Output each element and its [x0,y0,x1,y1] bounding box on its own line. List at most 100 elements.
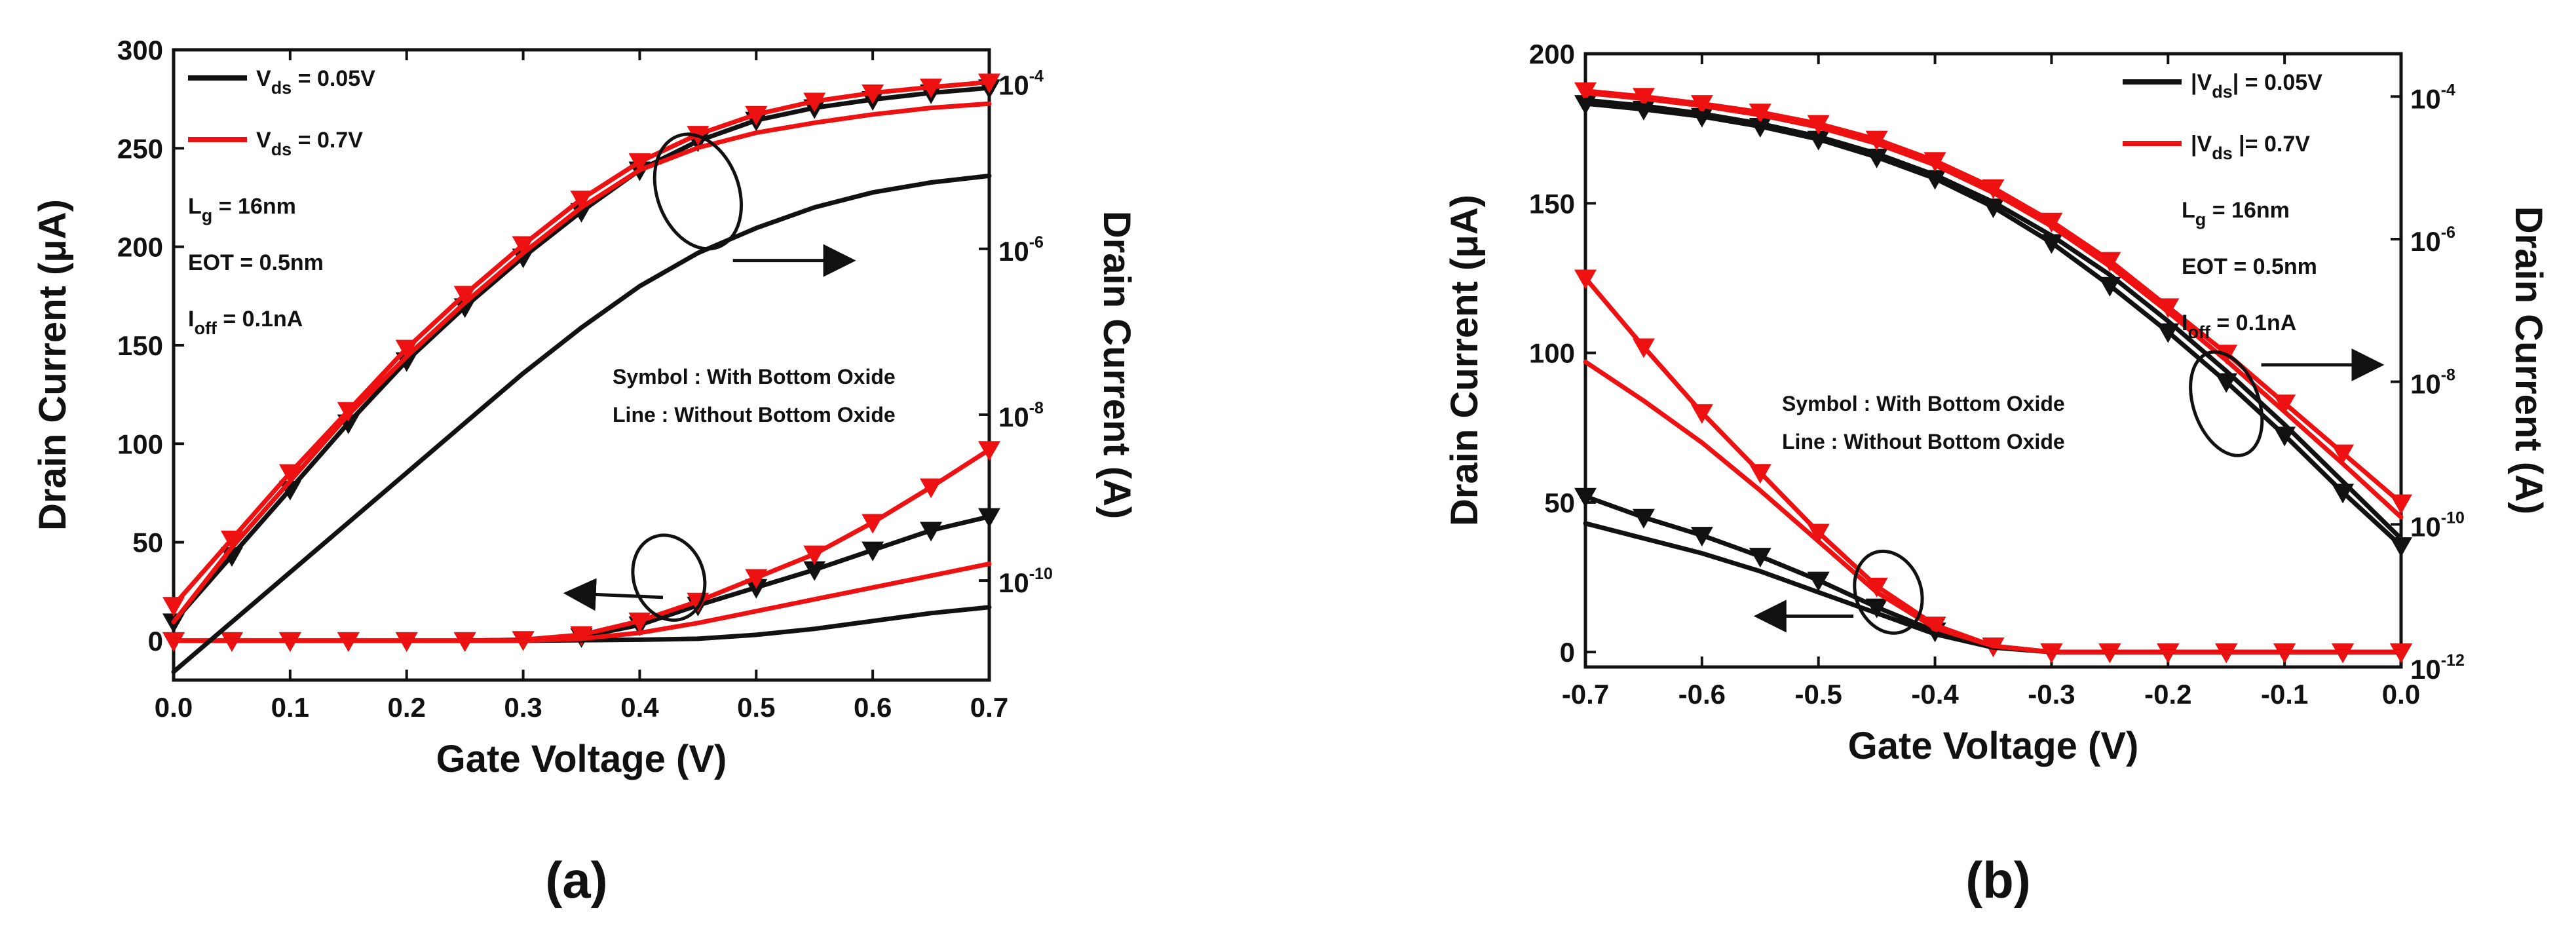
y-tick-label-left: 0 [148,626,163,657]
series-line [171,173,992,674]
legend-entry: |Vds| = 0.05V [2191,70,2322,102]
x-tick-label: 0.1 [271,692,309,723]
param-sub: g [2195,210,2207,229]
series-marker [570,626,593,646]
x-tick-label: -0.2 [2144,679,2191,710]
series-marker [2332,444,2355,465]
series-marker [1574,487,1597,508]
x-tick-label: -0.3 [2028,679,2075,710]
y-tick-label-right: 10-4 [2410,81,2455,114]
x-axis-title: Gate Voltage (V) [1848,725,2139,767]
tick-base: 10 [998,70,1029,101]
param-pre: EOT = 0.5nm [2182,254,2317,279]
param-sub: g [202,206,213,225]
x-tick-label: -0.5 [1795,679,1842,710]
x-tick-label: 0.7 [970,692,1008,723]
param-pre: EOT = 0.5nm [188,250,324,275]
series-marker [862,541,884,562]
series-marker [1749,548,1771,568]
series-marker [570,190,593,210]
x-tick-label: 0.2 [388,692,426,723]
param-post: = 0.1nA [2210,311,2296,335]
series-marker [1923,152,1946,172]
param-text: EOT = 0.5nm [2182,254,2317,279]
param-text: Ioff = 0.1nA [188,307,303,338]
x-tick-label: -0.7 [1562,679,1609,710]
series-line [171,562,992,643]
series-marker [978,508,1000,528]
series-marker [570,202,593,223]
y-tick-label-left: 50 [132,527,163,558]
param-sub: off [194,318,217,338]
y-tick-label-left: 150 [117,330,163,361]
y-tick-label-left: 300 [117,35,163,66]
tick-base: 10 [998,236,1029,267]
series-marker [1632,508,1655,529]
series-marker [453,286,476,306]
series-marker [220,530,243,550]
series-marker [1865,577,1888,598]
x-tick-label: 0.0 [2382,679,2420,710]
series-marker [1807,524,1830,544]
tick-exponent: -6 [2441,223,2455,242]
legend-post: |= 0.7V [2233,132,2311,157]
series-marker [1632,338,1655,358]
y-tick-label-right: 10-4 [998,67,1044,101]
series-marker [978,73,1000,94]
series-marker [1807,571,1830,592]
series-marker [1865,130,1888,151]
tick-base: 10 [2410,369,2441,400]
legend-pre: |V [2191,132,2212,157]
tick-exponent: -10 [2441,508,2465,527]
legend-entry: Vds = 0.7V [256,128,363,159]
series-marker [920,78,943,98]
tick-exponent: -6 [1029,233,1044,252]
y-tick-label-left: 250 [117,133,163,164]
x-axis-title: Gate Voltage (V) [436,738,727,780]
series-marker [1690,404,1713,424]
plot-frame [172,48,991,682]
series-marker [1982,179,2005,199]
tick-exponent: -4 [1029,67,1044,86]
series-marker [395,339,418,360]
series-marker [978,441,1000,461]
param-post: = 16nm [212,194,296,219]
y-axis-title-left: Drain Current (μA) [31,199,74,531]
series-marker [278,464,301,484]
annotation-ellipse [2189,350,2264,457]
series-marker [453,298,476,318]
tick-base: 10 [2410,226,2441,257]
y-tick-label-right: 10-12 [2410,651,2465,685]
series-marker [1749,464,1771,484]
x-tick-label: 0.0 [155,692,193,723]
annotation-ellipse [653,132,743,251]
param-text: Lg = 16nm [2182,198,2290,229]
series-marker [1865,598,1888,619]
series-marker [745,105,768,126]
x-tick-label: -0.6 [1678,679,1726,710]
series-marker [628,612,651,632]
y-tick-label-right: 10-10 [998,565,1053,598]
legend-sub: ds [2212,143,2233,163]
legend-post: = 0.7V [292,128,363,153]
y-tick-label-left: 150 [1529,188,1575,219]
annotation-ellipse [1853,549,1924,635]
tick-base: 10 [2410,83,2441,114]
series-line [1583,359,2404,655]
series-line [1583,90,2404,520]
legend-sub: ds [271,140,292,159]
y-tick-label-left: 200 [117,232,163,263]
y-tick-label-right: 10-6 [2410,223,2455,257]
series-marker [862,514,884,534]
y-tick-label-right: 10-8 [998,399,1044,432]
series-marker [628,153,651,173]
series-marker [803,561,826,581]
param-text: Ioff = 0.1nA [2182,311,2296,342]
legend-pre: V [256,128,271,153]
panel-label: (b) [1965,851,2031,909]
tick-exponent: -12 [2441,651,2465,670]
series-marker [512,248,535,269]
tick-exponent: -8 [2441,366,2455,385]
annotation-note: Symbol : With Bottom Oxide [613,365,896,389]
param-post: = 0.1nA [217,307,303,332]
